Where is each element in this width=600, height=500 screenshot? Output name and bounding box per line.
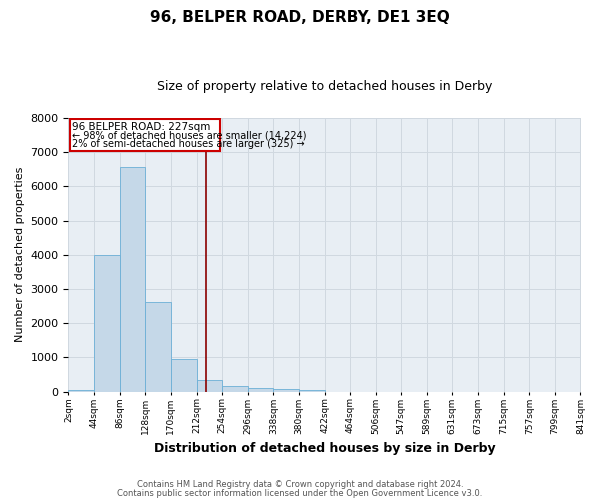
Bar <box>119 168 145 392</box>
Text: 96, BELPER ROAD, DERBY, DE1 3EQ: 96, BELPER ROAD, DERBY, DE1 3EQ <box>150 10 450 25</box>
Y-axis label: Number of detached properties: Number of detached properties <box>15 167 25 342</box>
FancyBboxPatch shape <box>70 119 220 152</box>
Bar <box>68 390 94 392</box>
Bar <box>248 388 274 392</box>
Bar <box>94 255 119 392</box>
Bar <box>299 390 325 392</box>
Bar <box>197 380 222 392</box>
Bar <box>145 302 171 392</box>
Text: Contains public sector information licensed under the Open Government Licence v3: Contains public sector information licen… <box>118 490 482 498</box>
Title: Size of property relative to detached houses in Derby: Size of property relative to detached ho… <box>157 80 492 93</box>
Bar <box>222 386 248 392</box>
Bar <box>171 359 197 392</box>
Text: 2% of semi-detached houses are larger (325) →: 2% of semi-detached houses are larger (3… <box>72 139 305 149</box>
Bar <box>274 390 299 392</box>
X-axis label: Distribution of detached houses by size in Derby: Distribution of detached houses by size … <box>154 442 495 455</box>
Text: ← 98% of detached houses are smaller (14,224): ← 98% of detached houses are smaller (14… <box>72 130 307 140</box>
Text: Contains HM Land Registry data © Crown copyright and database right 2024.: Contains HM Land Registry data © Crown c… <box>137 480 463 489</box>
Text: 96 BELPER ROAD: 227sqm: 96 BELPER ROAD: 227sqm <box>72 122 211 132</box>
